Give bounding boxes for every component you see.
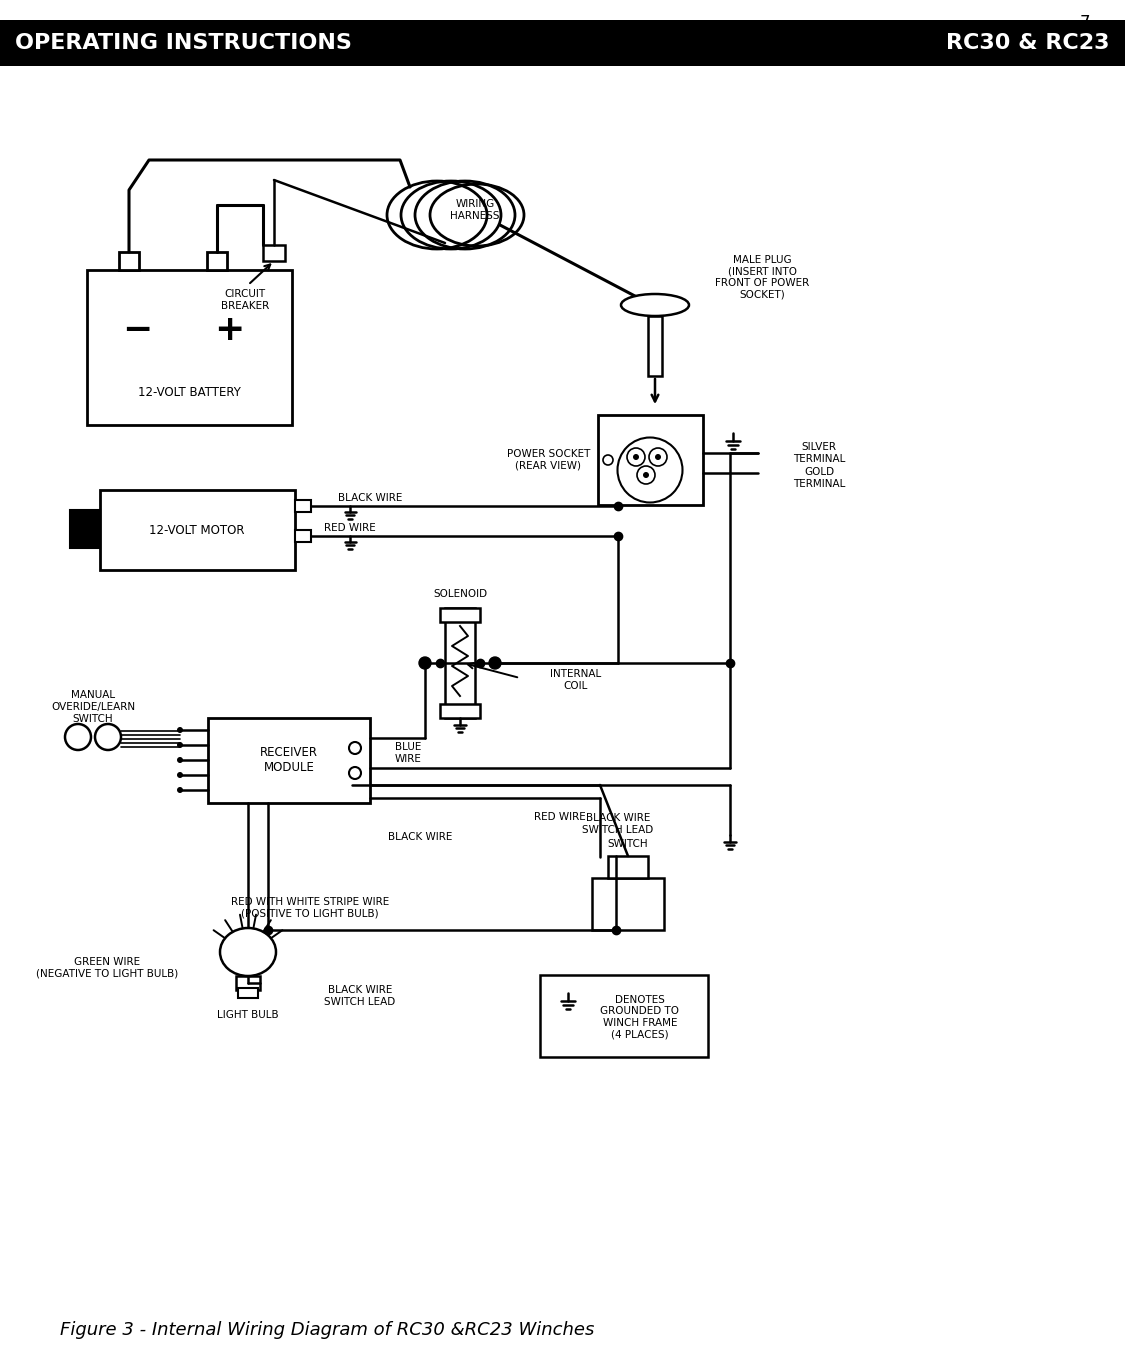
Circle shape	[649, 448, 667, 465]
Text: LIGHT BULB: LIGHT BULB	[217, 1010, 279, 1019]
Circle shape	[637, 465, 655, 485]
Bar	[87, 269, 292, 425]
Text: MANUAL
OVERIDE/LEARN
SWITCH: MANUAL OVERIDE/LEARN SWITCH	[51, 690, 135, 724]
Text: RC30 & RC23: RC30 & RC23	[946, 33, 1110, 53]
Bar	[70, 510, 100, 548]
Text: RED WIRE: RED WIRE	[324, 523, 376, 534]
Text: MALE PLUG
(INSERT INTO
FRONT OF POWER
SOCKET): MALE PLUG (INSERT INTO FRONT OF POWER SO…	[716, 255, 809, 299]
Ellipse shape	[220, 928, 276, 976]
Bar	[540, 974, 708, 1057]
Text: 7: 7	[1080, 14, 1090, 33]
Text: INTERNAL
COIL: INTERNAL COIL	[550, 670, 601, 691]
Text: BLUE
WIRE: BLUE WIRE	[395, 742, 422, 764]
Bar	[592, 878, 664, 930]
Text: BLACK WIRE: BLACK WIRE	[338, 493, 403, 504]
Text: 12-VOLT BATTERY: 12-VOLT BATTERY	[137, 385, 241, 399]
Circle shape	[177, 742, 183, 749]
Bar	[208, 719, 370, 803]
Text: BLACK WIRE: BLACK WIRE	[388, 832, 452, 842]
Circle shape	[627, 448, 645, 465]
Circle shape	[489, 657, 501, 670]
Text: DENOTES
GROUNDED TO
WINCH FRAME
(4 PLACES): DENOTES GROUNDED TO WINCH FRAME (4 PLACE…	[601, 995, 680, 1040]
Text: WIRING
HARNESS: WIRING HARNESS	[450, 199, 500, 220]
Bar	[440, 704, 480, 719]
Circle shape	[177, 757, 183, 764]
Text: +: +	[214, 313, 244, 347]
Text: RED WITH WHITE STRIPE WIRE
(POSITIVE TO LIGHT BULB): RED WITH WHITE STRIPE WIRE (POSITIVE TO …	[231, 897, 389, 919]
Text: −: −	[122, 313, 152, 347]
Text: SWITCH: SWITCH	[608, 838, 648, 849]
Circle shape	[349, 768, 361, 778]
Bar	[0, 20, 1125, 65]
Text: GOLD
TERMINAL: GOLD TERMINAL	[793, 467, 845, 489]
Circle shape	[177, 772, 183, 778]
Text: Figure 3 - Internal Wiring Diagram of RC30 &RC23 Winches: Figure 3 - Internal Wiring Diagram of RC…	[60, 1322, 594, 1339]
Bar	[608, 856, 648, 878]
Circle shape	[177, 787, 183, 793]
Circle shape	[644, 472, 649, 478]
Circle shape	[418, 657, 431, 670]
Text: SILVER
TERMINAL: SILVER TERMINAL	[793, 442, 845, 464]
Bar	[446, 608, 475, 719]
Text: BLACK WIRE
SWITCH LEAD: BLACK WIRE SWITCH LEAD	[324, 985, 396, 1007]
Text: RECEIVER
MODULE: RECEIVER MODULE	[260, 746, 318, 774]
Text: SOLENOID: SOLENOID	[433, 589, 487, 599]
Bar	[440, 608, 480, 622]
Text: 12-VOLT MOTOR: 12-VOLT MOTOR	[150, 524, 245, 536]
Bar	[119, 252, 140, 269]
Circle shape	[177, 727, 183, 734]
Circle shape	[65, 724, 91, 750]
Bar	[648, 316, 662, 376]
Text: GREEN WIRE
(NEGATIVE TO LIGHT BULB): GREEN WIRE (NEGATIVE TO LIGHT BULB)	[36, 957, 178, 979]
Bar	[100, 490, 295, 570]
Bar	[295, 529, 310, 542]
Text: RED WIRE: RED WIRE	[534, 813, 586, 822]
Bar	[207, 252, 227, 269]
Ellipse shape	[621, 294, 688, 316]
Text: POWER SOCKET
(REAR VIEW): POWER SOCKET (REAR VIEW)	[506, 449, 590, 471]
Circle shape	[94, 724, 122, 750]
Circle shape	[655, 455, 662, 460]
Text: BLACK WIRE
SWITCH LEAD: BLACK WIRE SWITCH LEAD	[583, 814, 654, 834]
Bar	[295, 499, 310, 512]
Bar	[238, 988, 258, 998]
Circle shape	[349, 742, 361, 754]
Circle shape	[603, 455, 613, 465]
Bar	[598, 415, 703, 505]
Text: OPERATING INSTRUCTIONS: OPERATING INSTRUCTIONS	[15, 33, 352, 53]
Bar	[236, 976, 260, 989]
Ellipse shape	[618, 437, 683, 502]
Text: CIRCUIT
BREAKER: CIRCUIT BREAKER	[220, 289, 269, 310]
Bar	[263, 245, 285, 261]
Circle shape	[633, 455, 639, 460]
